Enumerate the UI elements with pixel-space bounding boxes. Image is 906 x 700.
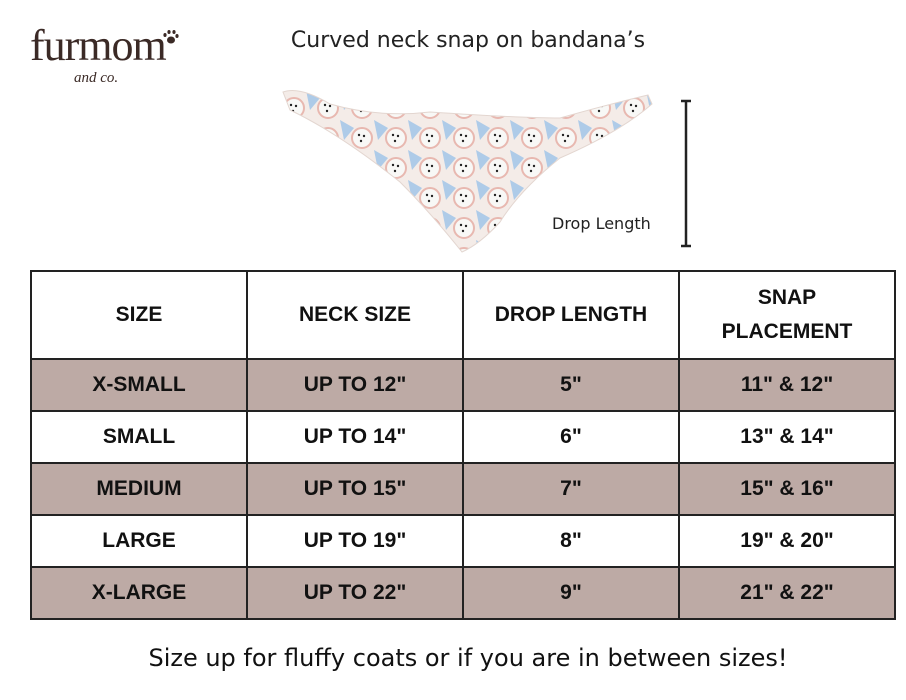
header-row: SIZE NECK SIZE DROP LENGTH SNAP PLACEMEN… [30, 270, 896, 360]
table-cell: UP TO 19" [246, 514, 464, 568]
table-cell: 11" & 12" [678, 358, 896, 412]
table-cell: 15" & 16" [678, 462, 896, 516]
table-cell: 7" [462, 462, 680, 516]
paw-icon [163, 30, 179, 44]
table-cell: X-LARGE [30, 566, 248, 620]
table-cell: MEDIUM [30, 462, 248, 516]
table-cell: 13" & 14" [678, 410, 896, 464]
header-cell: SIZE [30, 270, 248, 360]
table-cell: UP TO 22" [246, 566, 464, 620]
table-cell: SMALL [30, 410, 248, 464]
table-body: X-SMALL UP TO 12" 5" 11" & 12" SMALL UP TO 14… [30, 358, 896, 620]
logo: furmom and co. [30, 21, 167, 87]
logo-sub: and co. [74, 70, 119, 86]
illustration [163, 30, 691, 253]
table-cell: LARGE [30, 514, 248, 568]
table-cell: 19" & 20" [678, 514, 896, 568]
title: Curved neck snap on bandana’s [290, 28, 646, 53]
table-row: X-LARGE UP TO 22" 9" 21" & 22" [30, 566, 896, 620]
footer: Size up for fluffy coats or if you are i… [148, 644, 788, 672]
table-row: MEDIUM UP TO 15" 7" 15" & 16" [30, 462, 896, 516]
table-cell: UP TO 15" [246, 462, 464, 516]
table-row: SMALL UP TO 14" 6" 13" & 14" [30, 410, 896, 464]
bandana [282, 90, 653, 253]
table-row: LARGE UP TO 19" 8" 19" & 20" [30, 514, 896, 568]
header-cell: DROP LENGTH [462, 270, 680, 360]
drop-label: Drop Length [552, 214, 651, 233]
logo-name: furmom [30, 21, 167, 70]
header-cell: NECK SIZE [246, 270, 464, 360]
table-cell: UP TO 12" [246, 358, 464, 412]
size-table: SIZE NECK SIZE DROP LENGTH SNAP PLACEMEN… [30, 270, 896, 620]
header-text: SNAP PLACEMENT [721, 286, 853, 343]
header-cell: SNAP PLACEMENT [678, 270, 896, 360]
table-cell: 6" [462, 410, 680, 464]
table-cell: X-SMALL [30, 358, 248, 412]
table-cell: 8" [462, 514, 680, 568]
table-cell: UP TO 14" [246, 410, 464, 464]
table-cell: 5" [462, 358, 680, 412]
table-cell: 9" [462, 566, 680, 620]
table-cell: 21" & 22" [678, 566, 896, 620]
table-row: X-SMALL UP TO 12" 5" 11" & 12" [30, 358, 896, 412]
